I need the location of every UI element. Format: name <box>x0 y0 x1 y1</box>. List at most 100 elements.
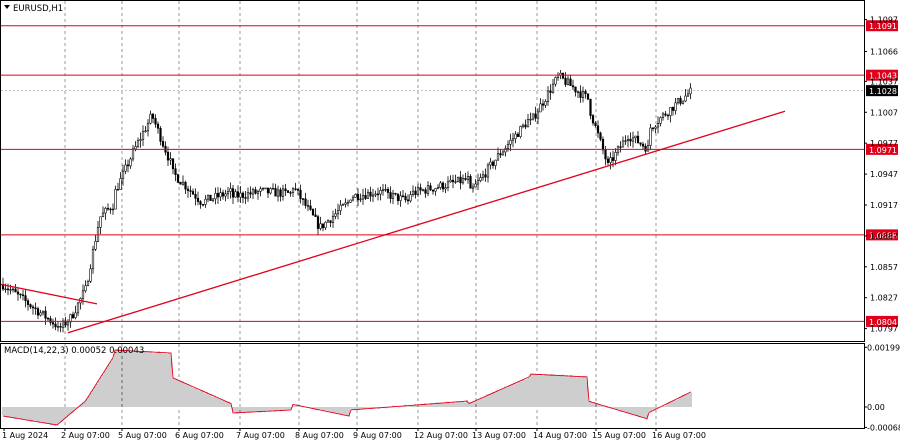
candle-body <box>41 310 45 314</box>
candle-body <box>51 322 55 325</box>
candle-body <box>454 181 457 183</box>
candle <box>531 113 535 121</box>
symbol-label: EURUSD,H1 <box>13 4 63 14</box>
candle <box>671 106 675 116</box>
candle <box>174 163 177 182</box>
candle <box>276 185 280 202</box>
candle-body <box>441 182 445 190</box>
level-tag <box>866 143 898 155</box>
candle <box>484 168 487 182</box>
candle <box>121 164 125 186</box>
candle-body <box>386 188 390 193</box>
candle-body <box>141 131 145 140</box>
candle <box>431 189 435 195</box>
candle <box>334 208 337 220</box>
candle <box>549 84 552 100</box>
candle <box>464 172 467 181</box>
candle-body <box>146 122 150 132</box>
candle <box>106 203 110 211</box>
candle <box>366 189 370 199</box>
candle-body <box>459 176 462 184</box>
candle-body <box>504 148 507 153</box>
y-tick-label: 1.1066 <box>870 47 898 56</box>
candle <box>649 123 652 151</box>
candle <box>406 194 410 205</box>
candle-body <box>231 188 235 198</box>
candle <box>76 301 80 317</box>
candle-body <box>351 197 355 201</box>
candle-body <box>466 176 470 180</box>
y-tick-label: 1.0977 <box>870 139 898 148</box>
candle <box>356 188 360 207</box>
candle <box>421 188 425 192</box>
candle-body <box>161 141 165 147</box>
candle-body <box>614 151 617 161</box>
candle-body <box>134 146 137 150</box>
candle <box>41 310 45 316</box>
trend-layer <box>0 110 786 334</box>
candle-body <box>159 127 162 142</box>
candle <box>526 114 530 128</box>
y-tick-label: 1.1097 <box>870 16 898 25</box>
candle <box>206 194 210 203</box>
candle-body <box>289 192 292 194</box>
candle-body <box>371 194 375 197</box>
candle-body <box>184 181 187 190</box>
collapse-triangle-icon[interactable] <box>4 5 10 9</box>
candle-body <box>326 220 330 223</box>
candle-body <box>396 193 400 201</box>
candle-body <box>261 187 265 190</box>
candle <box>391 189 395 205</box>
candle-body <box>286 190 290 193</box>
candle <box>466 171 470 184</box>
candle <box>329 220 332 228</box>
candle-body <box>299 189 302 200</box>
candle <box>524 119 527 130</box>
candle <box>319 216 322 231</box>
candle-body <box>224 193 227 197</box>
candle <box>619 141 622 153</box>
candle <box>129 157 132 169</box>
candle <box>584 89 587 99</box>
candle-body <box>256 191 260 194</box>
candle <box>151 112 155 124</box>
candle-body <box>619 146 622 148</box>
candle-body <box>679 98 682 104</box>
candle-body <box>274 187 277 197</box>
candle-body <box>491 161 495 166</box>
candle-body <box>109 208 112 211</box>
candle-body <box>594 122 597 127</box>
candle-body <box>376 193 380 196</box>
candle-body <box>544 101 547 106</box>
candle <box>514 131 517 144</box>
x-tick-label: 15 Aug 07:00 <box>592 431 646 440</box>
candle-body <box>546 90 550 102</box>
candle <box>591 113 595 126</box>
candle <box>426 181 430 197</box>
y-tick-label: 1.0917 <box>870 201 898 210</box>
candle-body <box>566 78 570 85</box>
candle-body <box>541 103 545 106</box>
candle <box>34 302 37 315</box>
candle <box>354 193 357 198</box>
candle-body <box>296 188 300 191</box>
candle <box>411 185 415 197</box>
candle <box>104 206 107 221</box>
candle-body <box>221 192 225 197</box>
candle-body <box>406 199 410 202</box>
candle-body <box>539 103 542 113</box>
candle-body <box>116 189 120 191</box>
candle-body <box>429 185 432 191</box>
candle-body <box>601 139 605 151</box>
candle-body <box>131 148 135 160</box>
candle-body <box>151 113 155 119</box>
candle <box>94 234 97 251</box>
candle-body <box>439 182 442 188</box>
candle-body <box>239 192 242 198</box>
candle <box>489 157 492 170</box>
candle <box>326 219 330 223</box>
candle <box>579 85 582 103</box>
candle <box>279 187 282 202</box>
candle-body <box>214 192 217 200</box>
candle <box>154 114 157 128</box>
